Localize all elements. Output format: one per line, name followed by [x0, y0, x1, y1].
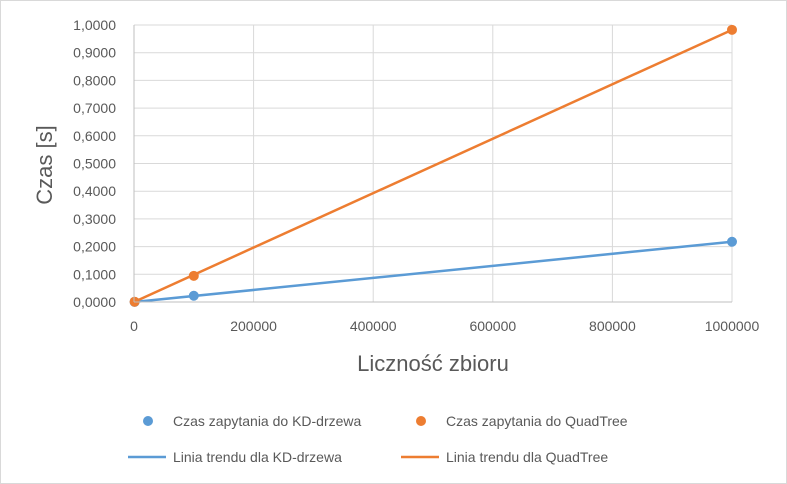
y-tick-label: 1,0000: [73, 17, 116, 33]
data-point: [188, 290, 199, 301]
y-tick-label: 0,0000: [73, 294, 116, 310]
legend-marker: [143, 416, 153, 426]
y-tick-label: 0,8000: [73, 72, 116, 88]
x-axis-title: Liczność zbioru: [357, 351, 509, 376]
x-tick-label: 200000: [230, 318, 277, 334]
data-point: [188, 270, 199, 281]
data-point: [727, 24, 737, 35]
x-tick-label: 400000: [350, 318, 397, 334]
y-tick-label: 0,1000: [73, 266, 116, 282]
legend-label: Linia trendu dla KD-drzewa: [173, 449, 342, 465]
legend-label: Linia trendu dla QuadTree: [446, 449, 608, 465]
y-axis-title: Czas [s]: [32, 125, 57, 204]
x-tick-label: 0: [130, 318, 138, 334]
y-tick-label: 0,4000: [73, 183, 116, 199]
legend-label: Czas zapytania do QuadTree: [446, 413, 628, 429]
x-tick-label: 1000000: [705, 318, 760, 334]
x-tick-label: 600000: [469, 318, 516, 334]
y-tick-label: 0,7000: [73, 100, 116, 116]
trendline: [133, 240, 733, 304]
y-tick-label: 0,5000: [73, 156, 116, 172]
legend-label: Czas zapytania do KD-drzewa: [173, 413, 362, 429]
y-tick-label: 0,2000: [73, 239, 116, 255]
y-tick-label: 0,9000: [73, 45, 116, 61]
y-tick-label: 0,6000: [73, 128, 116, 144]
data-point: [727, 236, 737, 247]
legend-marker: [416, 416, 426, 426]
y-tick-label: 0,3000: [73, 211, 116, 227]
legend: Czas zapytania do KD-drzewa Czas zapytani…: [128, 413, 628, 465]
x-tick-label: 800000: [589, 318, 636, 334]
trendline: [133, 28, 733, 304]
axes: 0,0000 0,1000 0,2000 0,3000 0,4000 0,5000 0,60…: [73, 17, 759, 334]
plot-area: [129, 24, 737, 307]
gridlines: [134, 24, 733, 302]
